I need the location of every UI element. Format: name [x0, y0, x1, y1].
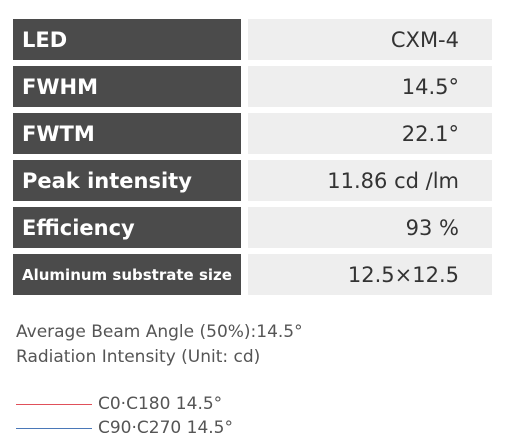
spec-row-substrate-size: Aluminum substrate size 12.5×12.5 [13, 254, 492, 295]
spec-table: LED CXM-4 FWHM 14.5° FWTM 22.1° Peak int… [13, 19, 492, 301]
beam-angle-caption: Average Beam Angle (50%):14.5° [16, 322, 303, 342]
legend-label: C90·C270 14.5° [98, 418, 233, 438]
legend-label: C0·C180 14.5° [98, 394, 223, 414]
spec-label: Aluminum substrate size [13, 254, 241, 295]
legend-line-red [16, 403, 92, 405]
spec-value: CXM-4 [248, 19, 492, 60]
spec-row-efficiency: Efficiency 93 % [13, 207, 492, 248]
spec-row-fwtm: FWTM 22.1° [13, 113, 492, 154]
spec-value: 11.86 cd /lm [248, 160, 492, 201]
spec-row-peak-intensity: Peak intensity 11.86 cd /lm [13, 160, 492, 201]
spec-value: 14.5° [248, 66, 492, 107]
legend-line-blue [16, 427, 92, 429]
legend-item-c0-c180: C0·C180 14.5° [16, 394, 222, 414]
spec-label: LED [13, 19, 241, 60]
spec-label: FWHM [13, 66, 241, 107]
spec-row-led: LED CXM-4 [13, 19, 492, 60]
spec-value: 93 % [248, 207, 492, 248]
spec-value: 12.5×12.5 [248, 254, 492, 295]
radiation-caption: Radiation Intensity (Unit: cd) [16, 347, 261, 367]
spec-label: Peak intensity [13, 160, 241, 201]
spec-label: FWTM [13, 113, 241, 154]
spec-row-fwhm: FWHM 14.5° [13, 66, 492, 107]
legend-item-c90-c270: C90·C270 14.5° [16, 418, 233, 438]
spec-value: 22.1° [248, 113, 492, 154]
spec-label: Efficiency [13, 207, 241, 248]
